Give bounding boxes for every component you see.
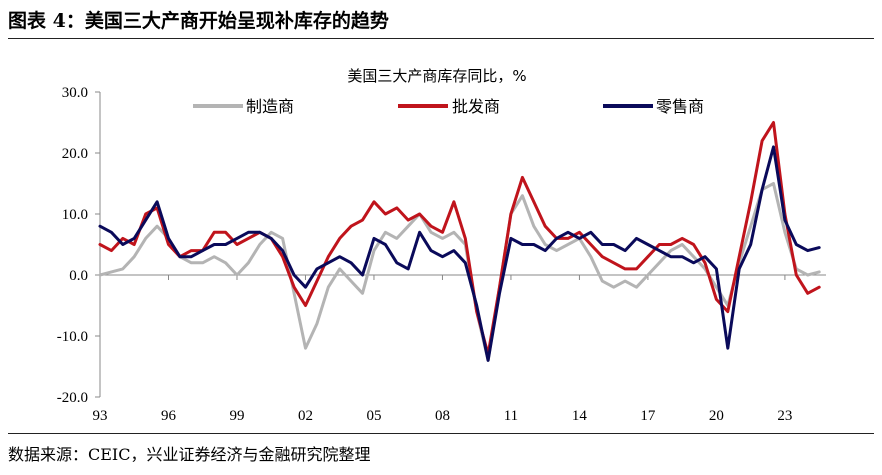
title-divider — [8, 38, 874, 39]
source-note: 数据来源：CEIC，兴业证券经济与金融研究院整理 — [8, 445, 371, 464]
x-tick-label: 96 — [161, 408, 177, 424]
x-tick-label: 02 — [298, 408, 313, 424]
legend-label-2: 批发商 — [452, 97, 500, 116]
series-line-2 — [98, 121, 821, 356]
x-tick-label: 05 — [366, 408, 381, 424]
legend-label-3: 零售商 — [656, 97, 704, 116]
series-layer — [98, 121, 821, 362]
axes: 30.0 20.0 10.0 0.0 -10.0 -20.0 93 96 99 02 05 08 11 1… — [57, 85, 826, 424]
x-tick-label: 23 — [777, 408, 792, 424]
source-divider — [8, 433, 874, 434]
x-tick-label: 11 — [504, 408, 518, 424]
x-tick-label: 14 — [572, 408, 588, 424]
y-tick-label: 10.0 — [62, 207, 88, 223]
y-tick-label: -20.0 — [57, 390, 88, 406]
y-tick-label: 30.0 — [62, 85, 88, 101]
x-tick-label: 08 — [435, 408, 450, 424]
y-tick-label: 0.0 — [69, 268, 88, 284]
x-tick-label: 17 — [640, 408, 656, 424]
series-line-1 — [98, 182, 821, 362]
x-tick-label: 93 — [93, 408, 108, 424]
x-tick-label: 99 — [229, 408, 244, 424]
series-line-3 — [98, 145, 821, 362]
y-tick-label: -10.0 — [57, 329, 88, 345]
legend: 制造商 批发商 零售商 — [193, 97, 704, 116]
chart-title: 美国三大产商库存同比，% — [347, 67, 526, 85]
figure-title: 图表 4：美国三大产商开始呈现补库存的趋势 — [8, 10, 389, 32]
y-tick-label: 20.0 — [62, 146, 88, 162]
x-tick-label: 20 — [709, 408, 724, 424]
legend-label-1: 制造商 — [246, 97, 294, 116]
